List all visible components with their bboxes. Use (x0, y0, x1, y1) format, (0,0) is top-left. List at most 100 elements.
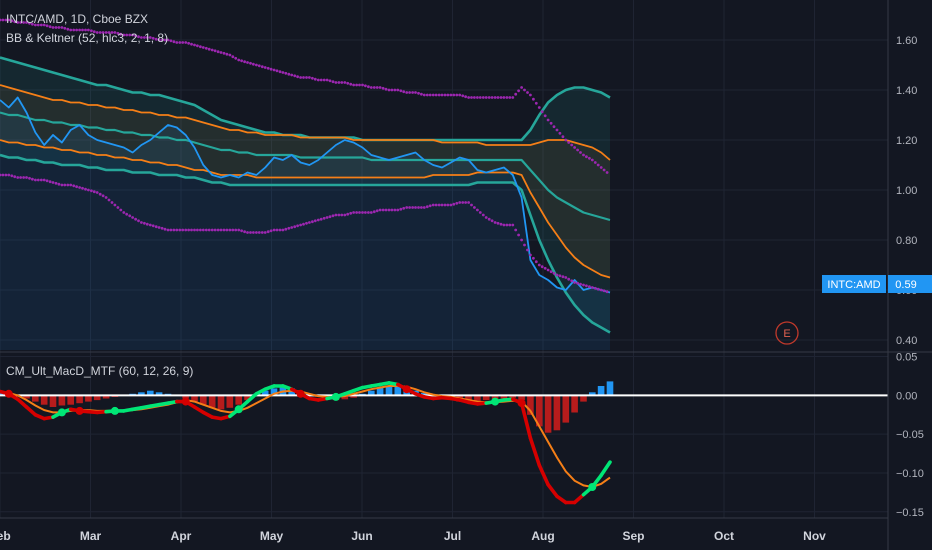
psar-upper-dot (355, 83, 358, 87)
psar-upper-dot (178, 41, 182, 44)
psar-lower-dot (302, 222, 305, 226)
psar-lower-dot (287, 226, 291, 230)
y-tick-label: 0.80 (896, 235, 917, 247)
psar-lower-dot (201, 228, 205, 232)
psar-upper-dot (81, 28, 84, 32)
psar-upper-dot (576, 148, 579, 152)
histogram-bar (341, 395, 349, 400)
psar-lower-dot (311, 220, 314, 224)
psar-lower-dot (163, 227, 167, 231)
psar-upper-dot (431, 93, 435, 97)
price-label-symbol: INTC:AMD (827, 279, 880, 291)
psar-lower-dot (172, 228, 176, 232)
histogram-bar (85, 395, 92, 402)
psar-upper-dot (585, 155, 588, 159)
histogram-bar (58, 395, 66, 406)
psar-lower-dot (552, 271, 556, 275)
macd-cross-dot (234, 405, 243, 414)
psar-upper-dot (537, 106, 541, 109)
psar-upper-dot (204, 46, 208, 50)
histogram-bar (509, 395, 516, 398)
psar-upper-dot (484, 96, 488, 99)
psar-upper-dot (478, 96, 482, 99)
bb-fill (0, 57, 610, 333)
psar-lower-dot (249, 231, 252, 234)
psar-lower-dot (57, 182, 61, 186)
psar-upper-dot (181, 41, 185, 44)
macd-y-tick-label: −0.05 (896, 429, 924, 441)
psar-upper-dot (284, 71, 288, 75)
psar-upper-dot (420, 92, 423, 96)
psar-lower-dot (107, 198, 111, 202)
psar-upper-dot (375, 86, 379, 89)
psar-lower-dot (499, 222, 503, 226)
psar-upper-dot (199, 45, 202, 49)
psar-lower-dot (464, 201, 467, 204)
psar-lower-dot (54, 181, 58, 185)
psar-lower-dot (154, 225, 158, 229)
psar-upper-dot (154, 37, 158, 41)
psar-lower-dot (505, 223, 509, 227)
macd-line-segment (245, 391, 259, 404)
psar-lower-dot (532, 256, 535, 260)
psar-upper-dot (69, 28, 73, 32)
psar-lower-dot (13, 175, 17, 179)
psar-upper-dot (526, 91, 529, 94)
psar-lower-dot (42, 178, 46, 182)
psar-upper-dot (532, 97, 535, 101)
psar-lower-dot (449, 203, 453, 207)
psar-lower-dot (582, 283, 585, 287)
psar-lower-dot (549, 270, 553, 274)
earnings-marker-label[interactable]: E (783, 328, 790, 340)
psar-upper-dot (334, 81, 338, 84)
psar-upper-dot (104, 31, 108, 34)
psar-lower-dot (428, 204, 432, 208)
psar-lower-dot (187, 228, 191, 232)
histogram-bar (32, 395, 39, 402)
psar-lower-dot (281, 228, 285, 232)
macd-y-tick-label: 0.05 (896, 352, 917, 364)
psar-upper-dot (128, 33, 132, 37)
psar-upper-dot (143, 36, 146, 39)
psar-lower-dot (204, 228, 208, 232)
psar-upper-dot (302, 76, 305, 79)
psar-upper-dot (299, 76, 302, 79)
psar-upper-dot (219, 51, 223, 54)
psar-lower-dot (148, 223, 152, 227)
psar-upper-dot (98, 31, 102, 34)
psar-upper-dot (275, 69, 279, 73)
psar-upper-dot (169, 39, 173, 43)
psar-upper-dot (163, 38, 167, 42)
macd-cross-dot (4, 389, 13, 398)
psar-upper-dot (266, 66, 270, 70)
histogram-bar (217, 395, 225, 410)
histogram-bar (491, 395, 499, 400)
psar-upper-dot (222, 51, 226, 55)
psar-lower-dot (402, 206, 406, 210)
y-tick-label: 1.00 (896, 185, 917, 197)
psar-lower-dot (511, 223, 515, 227)
psar-lower-dot (399, 207, 403, 211)
psar-upper-dot (470, 96, 473, 99)
macd-cross-dot (110, 406, 119, 415)
psar-upper-dot (246, 61, 249, 64)
psar-upper-dot (352, 83, 355, 87)
price-label-value: 0.59 (895, 279, 916, 291)
y-tick-label: 0.40 (896, 335, 917, 347)
psar-upper-dot (231, 55, 235, 59)
psar-upper-dot (464, 95, 467, 99)
histogram-bar (155, 392, 163, 396)
psar-upper-dot (331, 80, 335, 84)
psar-lower-dot (534, 260, 538, 264)
series-lines (0, 56, 611, 334)
psar-lower-dot (181, 228, 185, 232)
psar-lower-dot (169, 228, 173, 232)
histogram-bar (376, 387, 384, 396)
histogram-bar (200, 395, 207, 405)
psar-lower-dot (481, 213, 485, 217)
psar-upper-dot (234, 56, 238, 60)
earnings-icon[interactable] (775, 321, 799, 345)
psar-lower-dot (431, 203, 435, 207)
psar-lower-dot (175, 228, 179, 232)
